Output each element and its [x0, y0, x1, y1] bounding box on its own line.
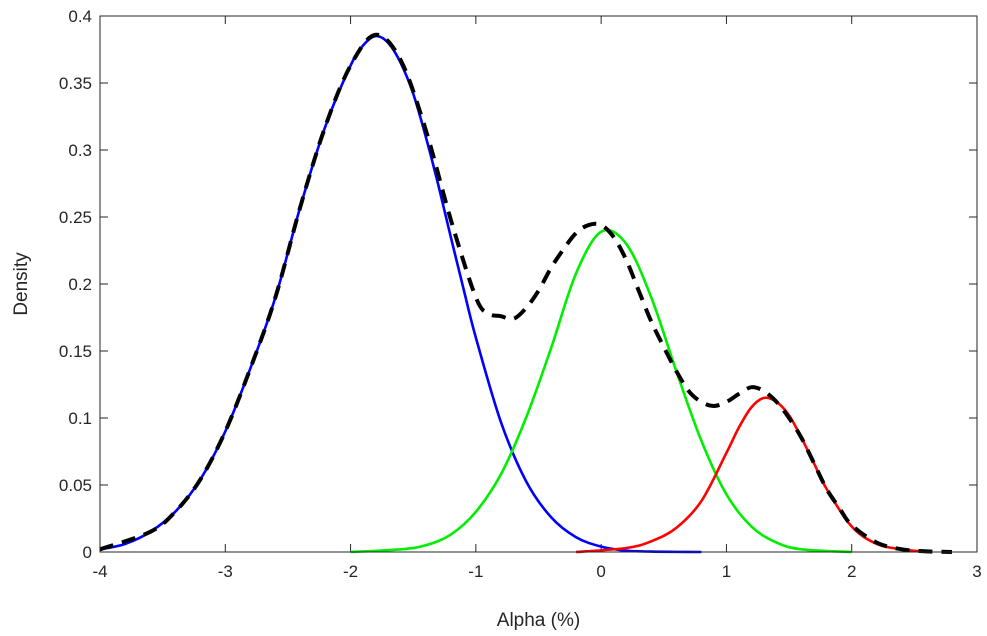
y-tick-label: 0.4	[68, 7, 92, 26]
y-axis-label: Density	[11, 252, 32, 316]
series-line-4	[99, 32, 952, 554]
y-tick-label: 0.15	[59, 342, 92, 361]
x-tick-label: -1	[468, 562, 483, 581]
x-tick-label: 0	[596, 562, 605, 581]
y-tick-label: 0	[83, 543, 92, 562]
series-line-2	[350, 228, 852, 554]
plot-area-frame	[99, 15, 978, 553]
x-axis-label: Alpha (%)	[497, 610, 580, 631]
y-tick-label: 0.1	[68, 409, 92, 428]
x-tick-label: 3	[972, 562, 981, 581]
y-tick-label: 0.3	[68, 141, 92, 160]
y-tick-label: 0.35	[59, 74, 92, 93]
y-tick-label: 0.05	[59, 476, 92, 495]
y-tick-label: 0.25	[59, 208, 92, 227]
y-tick-label: 0.2	[68, 275, 92, 294]
x-tick-label: -2	[343, 562, 358, 581]
x-tick-label: -4	[92, 562, 107, 581]
x-tick-label: 1	[722, 562, 731, 581]
plot-area-background	[100, 16, 977, 552]
x-tick-label: -3	[218, 562, 233, 581]
y-axis-ticks: 0 0.05 0.1 0.15 0.2 0.25 0.3 0.35 0.4	[59, 7, 977, 562]
series-layer	[99, 32, 952, 554]
x-tick-label: 2	[847, 562, 856, 581]
